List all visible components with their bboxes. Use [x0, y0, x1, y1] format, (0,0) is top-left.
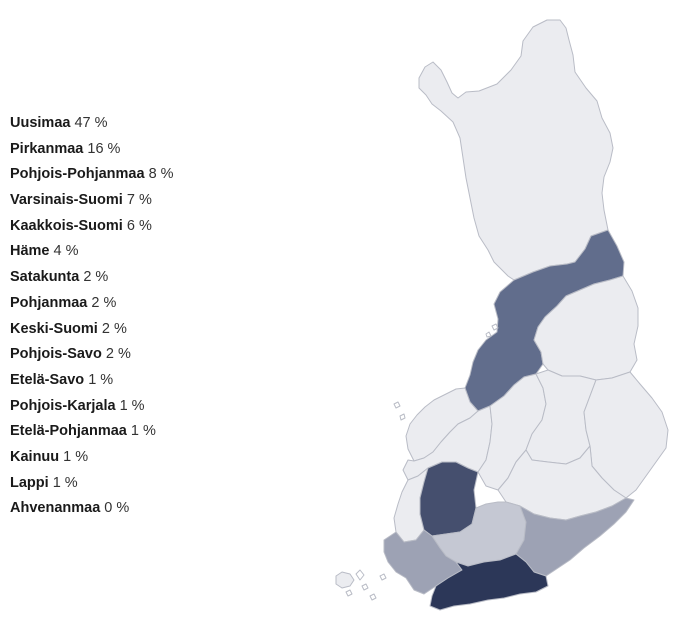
- legend-region-value: 2 %: [91, 294, 117, 311]
- legend-region-name: Kainuu: [10, 448, 60, 465]
- legend-region-value: 2 %: [83, 269, 109, 286]
- map-region-pohjois-karjala: [583, 371, 669, 499]
- legend-item-uusimaa: Uusimaa 47 %: [10, 111, 174, 137]
- map-region-kainuu: [533, 275, 639, 381]
- legend-region-value: 1 %: [88, 371, 114, 388]
- legend-item-keski-suomi: Keski-Suomi 2 %: [10, 317, 174, 343]
- legend-region-name: Varsinais-Suomi: [10, 192, 123, 209]
- legend-region-name: Keski-Suomi: [10, 320, 98, 337]
- map-region-lappi: [418, 19, 614, 281]
- legend-region-value: 1 %: [119, 397, 145, 414]
- legend-region-name: Uusimaa: [10, 115, 71, 131]
- legend-region-value: 1 %: [52, 474, 78, 491]
- legend-region-value: 1 %: [130, 423, 156, 440]
- legend-item-pirkanmaa: Pirkanmaa 16 %: [10, 137, 174, 163]
- legend-list: Uusimaa 47 % Pirkanmaa 16 % Pohjois-Pohj…: [10, 111, 174, 522]
- map-region-ahvenanmaa: [335, 571, 355, 589]
- legend-region-value: 47 %: [74, 115, 108, 131]
- legend-item-ahvenanmaa: Ahvenanmaa 0 %: [10, 496, 174, 522]
- legend-region-value: 2 %: [105, 346, 131, 363]
- map-region-pirkanmaa: [419, 461, 479, 537]
- legend-region-value: 1 %: [63, 448, 89, 465]
- legend-item-etela-pohjanmaa: Etelä-Pohjanmaa 1 %: [10, 419, 174, 445]
- legend-region-name: Pohjanmaa: [10, 294, 88, 311]
- legend-item-etela-savo: Etelä-Savo 1 %: [10, 368, 174, 394]
- map-region-uusimaa: [429, 553, 549, 611]
- legend-region-value: 16 %: [87, 140, 121, 157]
- legend-region-name: Häme: [10, 243, 50, 260]
- legend-region-name: Lappi: [10, 474, 49, 491]
- legend-region-value: 4 %: [53, 243, 79, 260]
- legend-region-name: Etelä-Savo: [10, 371, 85, 388]
- legend-item-satakunta: Satakunta 2 %: [10, 265, 174, 291]
- legend-item-pohjois-karjala: Pohjois-Karjala 1 %: [10, 394, 174, 420]
- legend-region-name: Pohjois-Karjala: [10, 397, 116, 414]
- legend-item-hame: Häme 4 %: [10, 239, 174, 265]
- legend-region-value: 2 %: [101, 320, 127, 337]
- legend-region-value: 8 %: [148, 166, 174, 183]
- legend-region-name: Pohjois-Pohjanmaa: [10, 166, 145, 183]
- legend-region-name: Etelä-Pohjanmaa: [10, 423, 127, 440]
- legend-region-value: 6 %: [126, 217, 152, 234]
- legend-item-pohjanmaa: Pohjanmaa 2 %: [10, 291, 174, 317]
- legend-region-name: Kaakkois-Suomi: [10, 217, 123, 234]
- legend-item-pohjois-pohjanmaa: Pohjois-Pohjanmaa 8 %: [10, 162, 174, 188]
- legend-item-kainuu: Kainuu 1 %: [10, 445, 174, 471]
- legend-region-name: Ahvenanmaa: [10, 500, 101, 517]
- legend-item-pohjois-savo: Pohjois-Savo 2 %: [10, 342, 174, 368]
- legend-region-value: 0 %: [104, 500, 130, 517]
- legend-region-name: Satakunta: [10, 269, 80, 286]
- legend-region-name: Pirkanmaa: [10, 140, 84, 157]
- archipelago-islands: [345, 323, 499, 601]
- legend-region-value: 7 %: [126, 192, 152, 209]
- legend-item-lappi: Lappi 1 %: [10, 471, 174, 497]
- legend-item-varsinais-suomi: Varsinais-Suomi 7 %: [10, 188, 174, 214]
- legend-item-kaakkois-suomi: Kaakkois-Suomi 6 %: [10, 214, 174, 240]
- legend-region-name: Pohjois-Savo: [10, 346, 102, 363]
